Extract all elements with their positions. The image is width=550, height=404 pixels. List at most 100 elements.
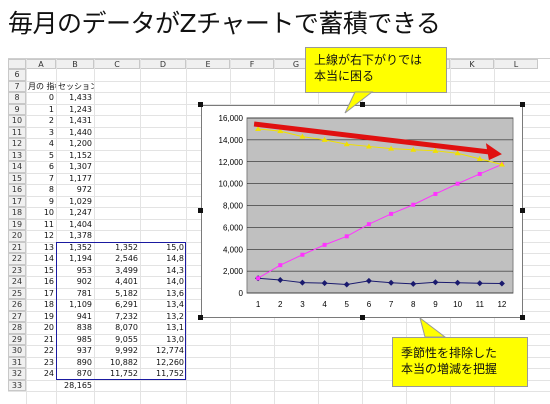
row-header[interactable]: 16 (8, 184, 26, 196)
cell-a17[interactable]: 9 (48, 196, 54, 206)
row-header[interactable]: 31 (8, 356, 26, 368)
row-header[interactable]: 32 (8, 368, 26, 380)
row-header[interactable]: 30 (8, 345, 26, 357)
row-header[interactable]: 26 (8, 299, 26, 311)
cell-b7[interactable]: セッション (58, 81, 94, 91)
column-header-f[interactable]: F (230, 59, 274, 69)
chart-object[interactable]: 0 2,000 4,000 6,000 8,000 10,000 12,000 14,000 1… (201, 105, 523, 318)
cell-a27[interactable]: 19 (43, 311, 54, 321)
cell-a11[interactable]: 3 (48, 127, 54, 137)
cell-b11[interactable]: 1,440 (69, 127, 92, 137)
row-header[interactable]: 17 (8, 195, 26, 207)
row-header[interactable]: 25 (8, 287, 26, 299)
cell-b13[interactable]: 1,152 (69, 150, 92, 160)
cell-b10[interactable]: 1,431 (69, 116, 92, 125)
cell-a13[interactable]: 5 (48, 150, 54, 160)
cell-b19[interactable]: 1,404 (69, 219, 92, 229)
resize-handle-s[interactable] (360, 315, 365, 320)
cell-a10[interactable]: 2 (48, 116, 54, 125)
row-header[interactable]: 24 (8, 276, 26, 288)
cell-b17[interactable]: 1,029 (69, 196, 92, 206)
cell-c28[interactable]: 8,070 (115, 323, 138, 332)
cell-b27[interactable]: 941 (76, 311, 92, 321)
resize-handle-se[interactable] (520, 315, 525, 320)
cell-c29[interactable]: 9,055 (115, 334, 138, 344)
cell-b26[interactable]: 1,109 (69, 300, 92, 309)
cell-b28[interactable]: 838 (76, 323, 92, 332)
cell-c25[interactable]: 5,182 (115, 288, 138, 298)
cell-d23[interactable]: 14,3 (166, 265, 184, 275)
cell-a14[interactable]: 6 (48, 162, 54, 171)
row-header[interactable]: 18 (8, 207, 26, 219)
column-header-b[interactable]: B (56, 59, 94, 69)
cell-b23[interactable]: 953 (76, 265, 92, 275)
cell-b33[interactable]: 28,165 (64, 380, 92, 390)
cell-d31[interactable]: 12,260 (156, 357, 184, 367)
row-header[interactable]: 20 (8, 230, 26, 242)
cell-b24[interactable]: 902 (76, 277, 92, 286)
cell-a28[interactable]: 20 (43, 323, 54, 332)
row-header[interactable]: 11 (8, 126, 26, 138)
cell-d22[interactable]: 14,8 (166, 254, 184, 263)
cell-d27[interactable]: 13,2 (166, 311, 184, 321)
row-header[interactable]: 29 (8, 333, 26, 345)
row-header[interactable]: 10 (8, 115, 26, 127)
cell-a21[interactable]: 13 (43, 242, 54, 252)
cell-d32[interactable]: 11,752 (156, 369, 184, 378)
cell-b8[interactable]: 1,433 (69, 93, 92, 102)
cell-b20[interactable]: 1,378 (69, 231, 92, 240)
cell-a19[interactable]: 11 (43, 219, 54, 229)
cell-a32[interactable]: 24 (43, 369, 54, 378)
cell-a8[interactable]: 0 (48, 93, 54, 102)
cell-b22[interactable]: 1,194 (69, 254, 92, 263)
cell-a7[interactable]: 月の 指標 (28, 81, 56, 91)
cell-b12[interactable]: 1,200 (69, 139, 92, 148)
cell-b31[interactable]: 890 (76, 357, 92, 367)
row-header[interactable]: 33 (8, 379, 26, 391)
cell-a18[interactable]: 10 (43, 208, 54, 217)
cell-a31[interactable]: 23 (43, 357, 54, 367)
cell-c21[interactable]: 1,352 (115, 242, 138, 252)
row-header[interactable]: 12 (8, 138, 26, 150)
cell-b18[interactable]: 1,247 (69, 208, 92, 217)
cell-a15[interactable]: 7 (48, 173, 54, 183)
cell-b30[interactable]: 937 (76, 346, 92, 355)
column-header-k[interactable]: K (450, 59, 494, 69)
row-header[interactable]: 21 (8, 241, 26, 253)
cell-a29[interactable]: 21 (43, 334, 54, 344)
cell-a25[interactable]: 17 (43, 288, 54, 298)
cell-c26[interactable]: 6,291 (115, 300, 138, 309)
resize-handle-e[interactable] (520, 208, 525, 213)
resize-handle-nw[interactable] (198, 102, 203, 107)
cell-a23[interactable]: 15 (43, 265, 54, 275)
cell-b9[interactable]: 1,243 (69, 104, 92, 114)
row-header[interactable]: 7 (8, 80, 26, 92)
row-header[interactable]: 27 (8, 310, 26, 322)
cell-b14[interactable]: 1,307 (69, 162, 92, 171)
resize-handle-n[interactable] (360, 102, 365, 107)
cell-a20[interactable]: 12 (43, 231, 54, 240)
cell-a9[interactable]: 1 (48, 104, 54, 114)
row-header[interactable]: 9 (8, 103, 26, 115)
column-header-d[interactable]: D (140, 59, 186, 69)
resize-handle-sw[interactable] (198, 315, 203, 320)
cell-d29[interactable]: 13,0 (166, 334, 184, 344)
column-header-c[interactable]: C (94, 59, 140, 69)
cell-d21[interactable]: 15,0 (166, 242, 184, 252)
selection-range[interactable] (56, 241, 186, 380)
cell-a26[interactable]: 18 (43, 300, 54, 309)
row-header[interactable]: 15 (8, 172, 26, 184)
cell-a22[interactable]: 14 (43, 254, 54, 263)
select-all-corner[interactable] (8, 59, 26, 69)
cell-a12[interactable]: 4 (48, 139, 54, 148)
cell-b15[interactable]: 1,177 (69, 173, 92, 183)
cell-d26[interactable]: 13,4 (166, 300, 184, 309)
cell-c27[interactable]: 7,232 (115, 311, 138, 321)
cell-b25[interactable]: 781 (76, 288, 92, 298)
cell-a30[interactable]: 22 (43, 346, 54, 355)
cell-b29[interactable]: 985 (76, 334, 92, 344)
column-header-e[interactable]: E (186, 59, 230, 69)
row-header[interactable]: 6 (8, 69, 26, 81)
row-header[interactable]: 22 (8, 253, 26, 265)
row-header[interactable]: 14 (8, 161, 26, 173)
